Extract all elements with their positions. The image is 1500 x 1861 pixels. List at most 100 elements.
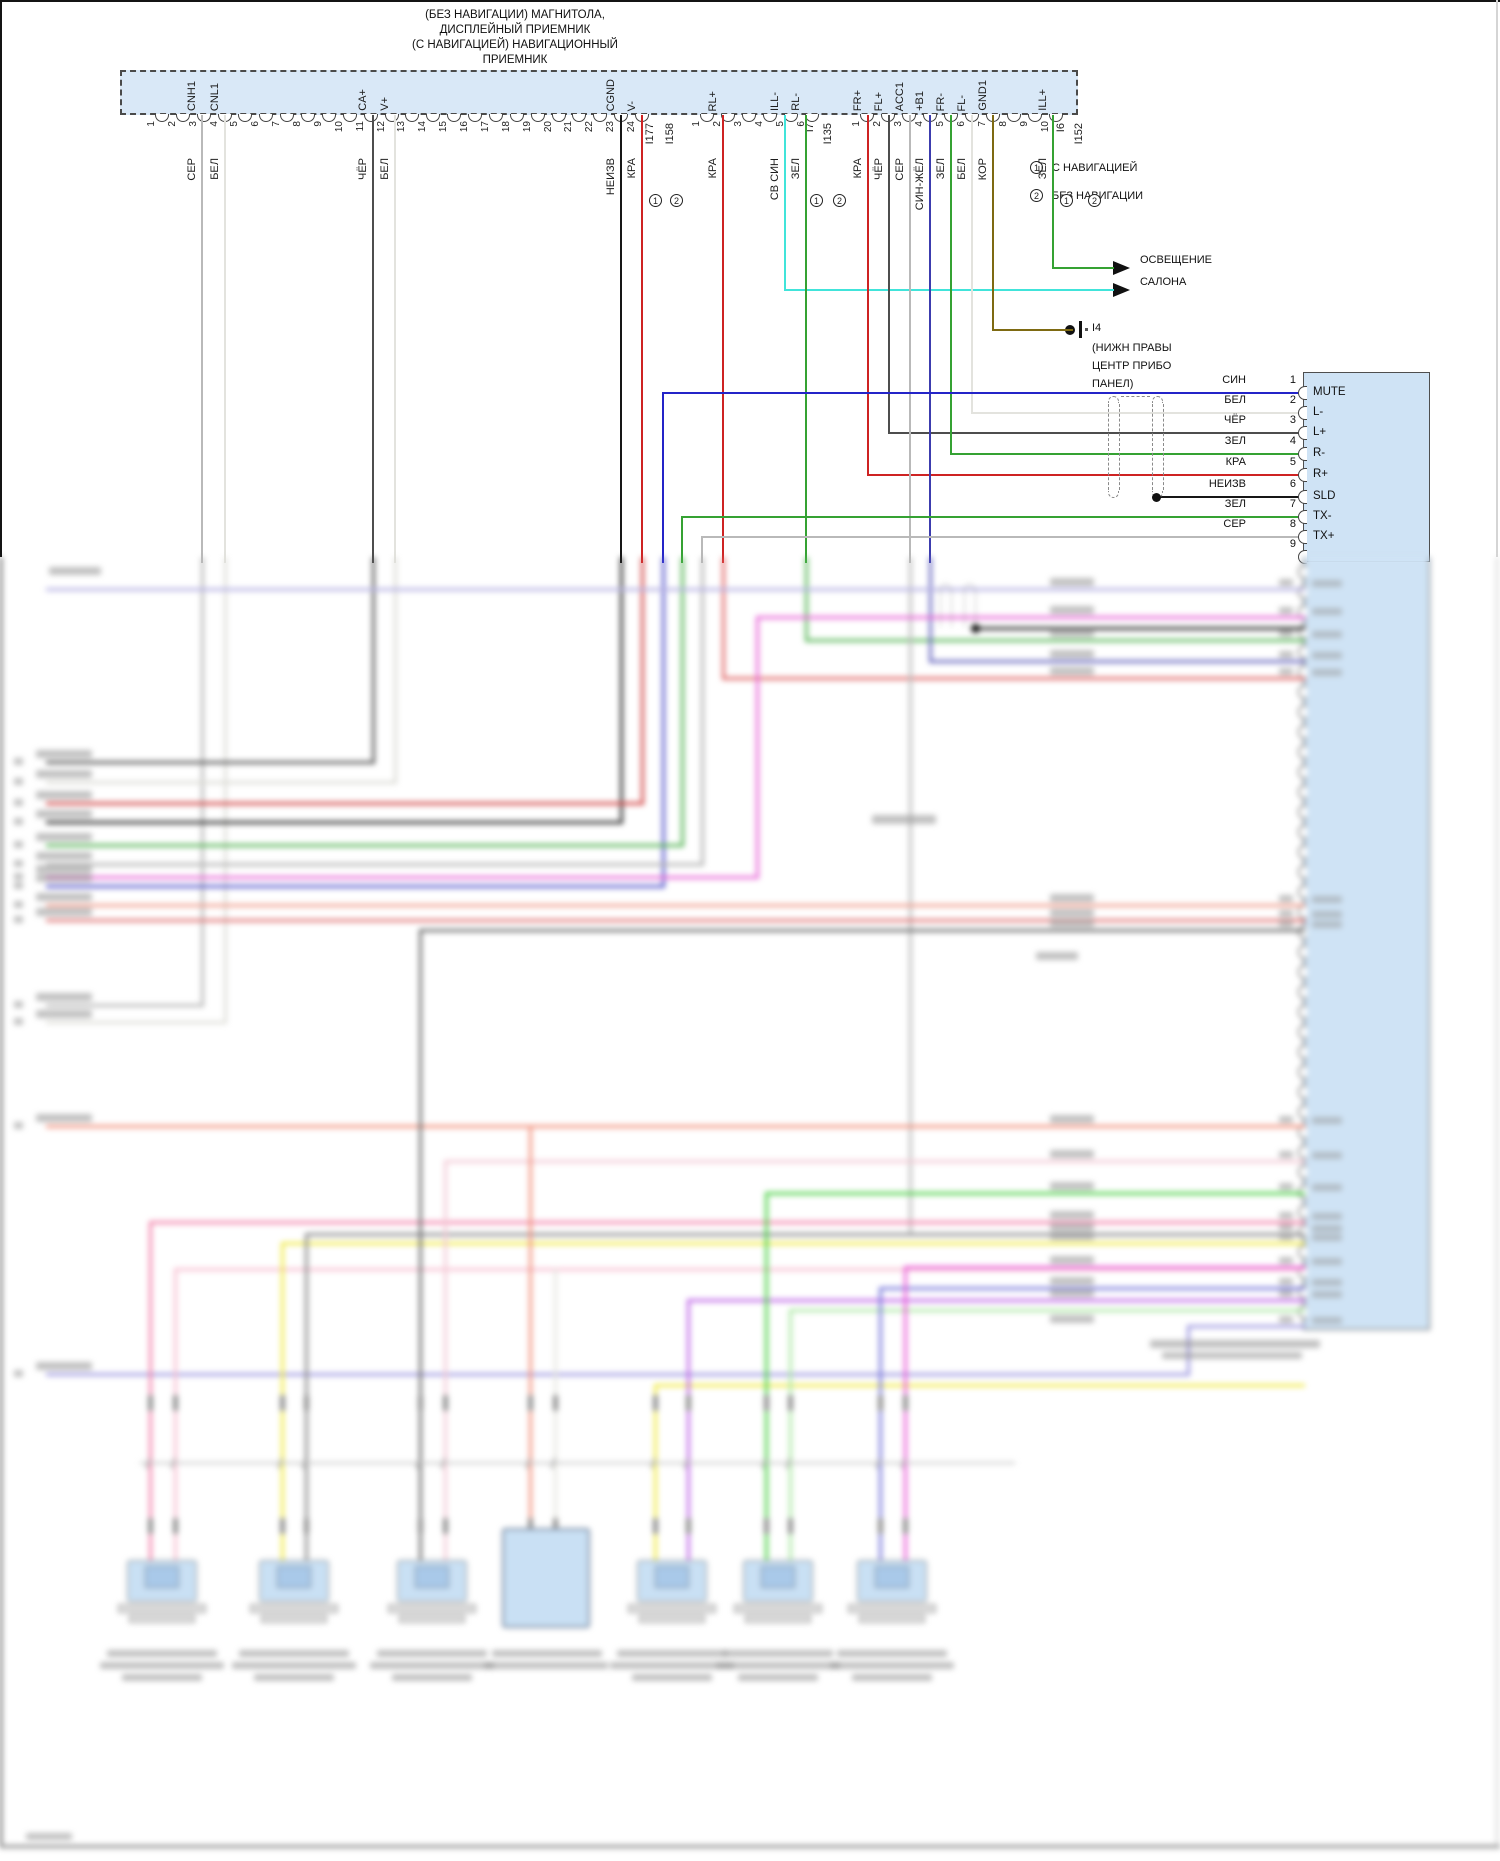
wire-rl-minus bbox=[804, 115, 808, 564]
shield-dashed-line bbox=[1108, 404, 1109, 490]
interior-light-arrow-icon bbox=[1113, 283, 1130, 297]
stub-tick bbox=[14, 916, 23, 923]
pin-number: 11 bbox=[354, 121, 366, 132]
blur-cont-txminus bbox=[45, 843, 684, 847]
blur-spk1-a bbox=[148, 1222, 152, 1564]
amplifier-pin-notch bbox=[1298, 1205, 1307, 1219]
inline-connector-mark bbox=[552, 1395, 558, 1411]
amplifier-pin-notch bbox=[1298, 1105, 1307, 1119]
amplifier-pin-notch bbox=[1298, 745, 1307, 759]
pin-number-smudge bbox=[1279, 910, 1293, 917]
stub-tick bbox=[14, 1370, 23, 1377]
pin-number-smudge bbox=[1279, 1278, 1293, 1285]
blur-cont-mute bbox=[45, 884, 665, 888]
pin-label-smudge bbox=[1312, 921, 1342, 928]
pin-label-RL: RL+ bbox=[707, 90, 719, 112]
stub-label-smudge bbox=[36, 770, 92, 778]
shield-dashed-line bbox=[951, 592, 952, 626]
pin-number: 21 bbox=[563, 121, 575, 133]
amplifier-pin-notch bbox=[1298, 825, 1307, 839]
blur-route-magenta bbox=[755, 615, 1305, 619]
pin-label-smudge bbox=[1312, 1258, 1342, 1265]
pin-label-smudge bbox=[1312, 580, 1342, 587]
pin-number: 6 bbox=[956, 121, 967, 127]
wire-color-smudge bbox=[1050, 1256, 1094, 1264]
amplifier-pin-notch bbox=[1298, 1305, 1307, 1319]
amplifier-pin-notch bbox=[1298, 985, 1307, 999]
pin-number: 23 bbox=[605, 121, 617, 133]
amplifier-pin-notch bbox=[1298, 945, 1307, 959]
speaker-label-smudge bbox=[254, 1674, 334, 1681]
wire-color-smudge bbox=[1050, 1315, 1094, 1323]
shield-arc-icon bbox=[940, 584, 951, 591]
speaker-base bbox=[745, 1615, 811, 1623]
stub-tick bbox=[14, 873, 23, 880]
blur-cont-cnl1 bbox=[45, 1020, 227, 1024]
wire-fl-plus bbox=[887, 431, 1305, 435]
amplifier-pin-notch bbox=[1298, 965, 1307, 979]
wire-color-label: БЕЛ bbox=[956, 158, 968, 180]
speaker-cone bbox=[277, 1566, 311, 1588]
inline-connector-mark bbox=[527, 1395, 533, 1411]
wire-color-label: КРА bbox=[707, 158, 719, 179]
blur-route-periwinkle bbox=[1186, 1326, 1190, 1376]
blur-spk3-b bbox=[443, 1161, 447, 1564]
pin-number: 8 bbox=[292, 121, 304, 127]
inline-connector-mark bbox=[303, 1395, 309, 1411]
pin-label-smudge bbox=[1312, 1213, 1342, 1220]
pin-number: 9 bbox=[312, 121, 324, 127]
amplifier-connector-box-lower bbox=[1303, 557, 1430, 1330]
blur-spk5-a bbox=[653, 1383, 1305, 1387]
inline-connector-mark bbox=[763, 1395, 769, 1411]
amplifier-wire-color-label: КРА bbox=[1225, 456, 1246, 468]
wire-fl-minus bbox=[970, 411, 1305, 415]
pin-number: 19 bbox=[521, 121, 533, 133]
stub-tick bbox=[14, 882, 23, 889]
pin-label-ILL: ILL- bbox=[769, 92, 781, 111]
blur-cont-txminus bbox=[680, 557, 684, 847]
receiver-title: (БЕЗ НАВИГАЦИИ) МАГНИТОЛА, ДИСПЛЕЙНЫЙ ПР… bbox=[300, 8, 730, 68]
wire-color-smudge bbox=[1050, 1289, 1094, 1297]
wire-color-label: СЕР bbox=[894, 158, 906, 181]
amplifier-pin-notch bbox=[1298, 426, 1307, 440]
inline-connector-mark bbox=[442, 1395, 448, 1411]
wire-color-label: СВ СИН bbox=[769, 158, 781, 201]
wire-v-plus bbox=[393, 115, 397, 564]
connector-pin-notch bbox=[196, 113, 211, 122]
page-border-top bbox=[0, 0, 1500, 2]
blur-cont-rlplus bbox=[721, 676, 1305, 680]
stub-tick bbox=[14, 860, 23, 867]
inline-connector-mark bbox=[527, 1518, 533, 1534]
amplifier-pin-notch bbox=[1298, 585, 1307, 599]
i4-connector-id: I4 bbox=[1092, 322, 1102, 334]
inline-connector-mark bbox=[877, 1395, 883, 1411]
i4-location-note: ПАНЕЛ) bbox=[1092, 378, 1134, 390]
connector-pin-notch bbox=[321, 113, 336, 122]
i4-connector-pin bbox=[1079, 321, 1082, 338]
pin-label-V: V+ bbox=[379, 97, 391, 111]
pin-number: 16 bbox=[459, 121, 471, 133]
speaker-label-smudge bbox=[484, 1662, 608, 1669]
speaker-base bbox=[628, 1604, 716, 1613]
inline-connector-mark bbox=[417, 1518, 423, 1534]
blur-cont-b1 bbox=[928, 659, 1305, 663]
blur-spk5-b bbox=[686, 1300, 690, 1564]
amplifier-pin-label-TX: TX+ bbox=[1313, 530, 1335, 542]
wire-fl-plus bbox=[887, 115, 891, 435]
inline-connector-mark bbox=[787, 1518, 793, 1534]
wire-ill-plus bbox=[1051, 266, 1115, 270]
pin-number-smudge bbox=[1279, 1116, 1293, 1123]
speaker-label-smudge bbox=[610, 1662, 734, 1669]
pin-label-smudge bbox=[1312, 1117, 1342, 1124]
amplifier-pin-notch bbox=[1298, 468, 1307, 482]
blur-route-magenta bbox=[45, 875, 759, 879]
wire-color-label: ЧЁР bbox=[357, 158, 369, 181]
variant-circle: 1 bbox=[649, 194, 662, 207]
wire-color-smudge bbox=[1050, 629, 1094, 637]
speaker-base bbox=[129, 1615, 195, 1623]
amplifier-pin-notch bbox=[1298, 1005, 1307, 1019]
pin-label-smudge bbox=[1312, 1234, 1342, 1241]
wire-gnd1 bbox=[991, 115, 995, 332]
wire-color-smudge bbox=[1050, 1223, 1094, 1231]
stub-label-smudge bbox=[36, 810, 92, 818]
